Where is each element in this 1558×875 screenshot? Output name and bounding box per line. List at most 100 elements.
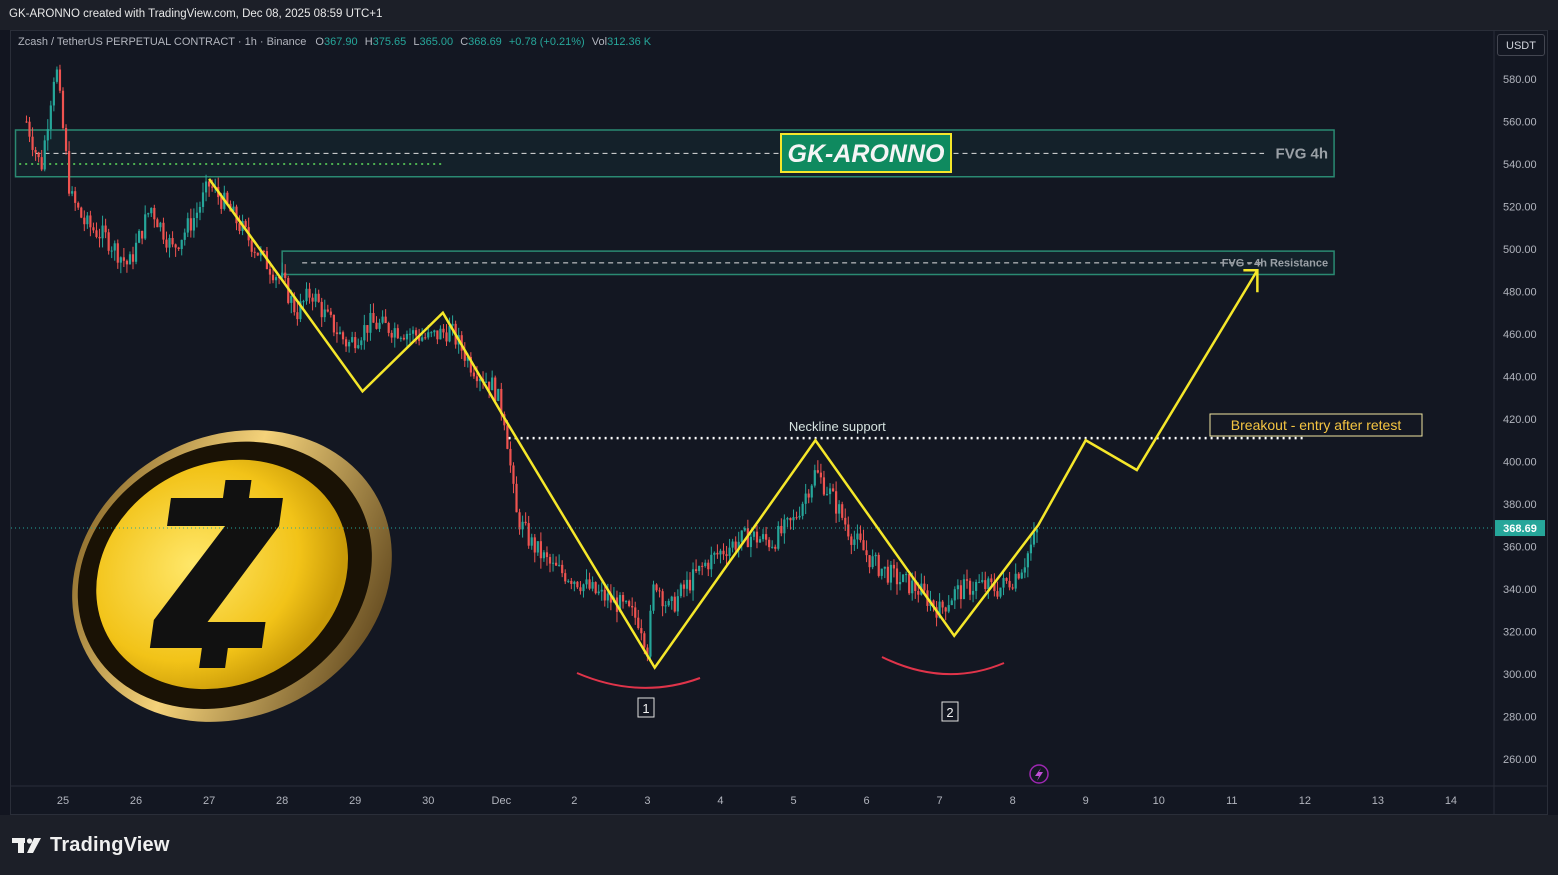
candle-up [405, 333, 409, 340]
candle-down [488, 381, 491, 391]
currency-button[interactable]: USDT [1497, 34, 1545, 56]
bottom-2-label: 2 [946, 705, 953, 720]
candle-down [37, 152, 40, 158]
candle-up [901, 574, 905, 582]
symbol-name[interactable]: Zcash / TetherUS PERPETUAL CONTRACT · 1h… [18, 36, 307, 48]
candle-down [527, 523, 530, 546]
candle-down [908, 574, 911, 594]
candle-up [521, 521, 524, 530]
top-bar [0, 0, 1558, 30]
candle-up [466, 356, 469, 361]
candle-down [89, 215, 92, 228]
candle-up [999, 587, 1002, 597]
footer-bar [0, 815, 1558, 875]
candle-down [335, 332, 339, 335]
candle-down [58, 69, 62, 91]
candle-down [822, 477, 826, 495]
candle-up [704, 562, 707, 567]
candle-up [670, 596, 673, 601]
candle-down [819, 472, 822, 478]
candle-down [494, 377, 497, 401]
candle-up [144, 214, 147, 239]
price-tick-label: 440.00 [1503, 372, 1537, 384]
bottom-2-box [941, 701, 959, 722]
candle-up [542, 552, 546, 559]
price-tick-label: 560.00 [1503, 117, 1537, 129]
time-tick-label: 27 [203, 795, 215, 807]
candle-down [609, 593, 612, 603]
candle-down [256, 252, 259, 256]
candle-up [978, 581, 981, 583]
candle-down [634, 607, 637, 618]
candle-up [1029, 544, 1033, 554]
candle-up [953, 589, 956, 601]
bottom-1-label: 1 [642, 701, 649, 716]
candle-down [414, 330, 418, 336]
price-tick-label: 280.00 [1503, 712, 1537, 724]
candle-up [439, 328, 442, 340]
candle-down [789, 518, 792, 521]
time-tick-label: 14 [1445, 795, 1457, 807]
candle-down [655, 584, 658, 591]
last-price-label: 368.69 [1503, 523, 1537, 535]
candle-down [725, 554, 728, 556]
candle-up [1002, 578, 1005, 588]
candle-down [923, 583, 926, 591]
candle-up [399, 337, 402, 339]
time-tick-label: 26 [130, 795, 142, 807]
candle-down [262, 250, 265, 252]
candle-up [192, 218, 195, 231]
candle-down [141, 230, 144, 239]
ohlc-close: 368.69 [468, 36, 502, 48]
candle-down [329, 311, 332, 315]
time-tick-label: 3 [644, 795, 650, 807]
candle-down [545, 552, 549, 558]
candle-down [220, 197, 223, 209]
candle-down [40, 157, 43, 170]
candle-down [1008, 580, 1011, 588]
candle-down [734, 541, 737, 550]
time-tick-label: 7 [937, 795, 943, 807]
candle-up [411, 330, 415, 334]
candle-up [378, 322, 381, 329]
candle-down [28, 121, 31, 137]
breakout-label: Breakout - entry after retest [1231, 417, 1402, 433]
candle-down [372, 312, 375, 323]
price-tick-label: 420.00 [1503, 414, 1537, 426]
price-axis[interactable]: 580.00 560.00 540.00 520.00 500.00 480.00 460.… [1503, 74, 1537, 766]
candle-up [427, 332, 430, 338]
candle-up [740, 530, 743, 542]
candle-down [418, 335, 421, 341]
candle-up [299, 301, 302, 320]
candle-down [268, 269, 272, 275]
candle-down [564, 573, 567, 582]
volume-label: Vol [591, 36, 608, 48]
candle-down [640, 628, 643, 634]
pattern-projection-line[interactable] [208, 178, 1259, 670]
candle-down [628, 601, 631, 607]
candle-down [859, 533, 862, 541]
price-tick-label: 540.00 [1503, 159, 1537, 171]
candle-up [618, 595, 622, 612]
candle-up [871, 556, 874, 568]
candles[interactable] [25, 64, 1039, 663]
lightning-icon[interactable] [1029, 764, 1049, 784]
candle-up [752, 531, 756, 537]
candle-down [1017, 573, 1020, 579]
candle-up [883, 566, 886, 569]
candle-up [1032, 532, 1036, 545]
symbol-info-line: Zcash / TetherUS PERPETUAL CONTRACT · 1h… [18, 36, 655, 48]
fvg-resistance-label: FVG - 4h Resistance [1222, 257, 1328, 269]
candle-down [354, 337, 357, 349]
candle-down [524, 521, 527, 524]
candle-up [357, 345, 360, 349]
tradingview-brand[interactable]: TradingView [12, 834, 170, 856]
candle-down [868, 555, 871, 568]
candle-up [393, 328, 396, 338]
candle-up [710, 554, 713, 570]
candle-down [226, 192, 229, 204]
zcash-symbol [149, 480, 283, 668]
candle-up [813, 470, 816, 486]
time-axis[interactable]: 25 26 27 28 29 30 Dec 2 3 4 5 6 7 8 9 10 11 12 13 14 [57, 795, 1457, 807]
